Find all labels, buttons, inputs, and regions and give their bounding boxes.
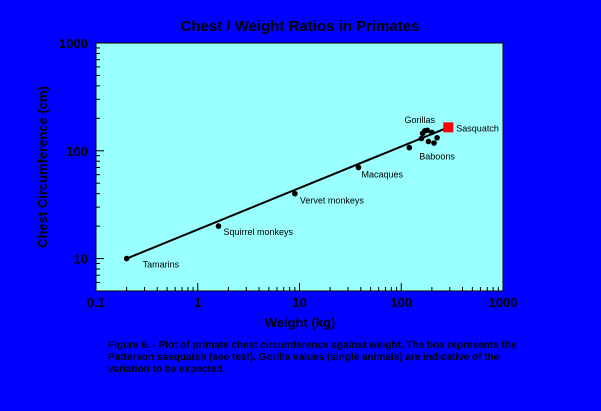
data-point [355,164,362,171]
data-point [434,134,440,141]
data-point [406,144,413,151]
data-points [123,122,454,262]
x-axis-ticks: 0.1 1 10 100 1000 [87,283,518,310]
plot-area [95,42,504,292]
point-label: Gorillas [404,115,435,125]
point-label: Sasquatch [456,123,499,133]
point-label: Vervet monkeys [300,196,365,206]
data-point [292,190,298,197]
x-tick-label: 1000 [489,295,518,310]
y-tick-label: 10 [74,252,88,267]
data-point [429,129,435,136]
chart-title: Chest / Weight Ratios in Primates [181,18,420,35]
data-point [418,135,425,142]
trendline [126,126,449,260]
data-point [123,255,130,262]
x-tick-label: 1 [194,295,201,310]
point-label: Baboons [419,152,455,162]
data-point [215,223,222,229]
point-label: Squirrel monkeys [224,227,294,237]
y-axis-label: Chest Circumference (cm) [35,86,50,248]
y-axis-ticks: 10 100 1000 [59,36,104,292]
sasquatch-marker [443,122,454,133]
figure-caption: Figure 6. - Plot of primate chest circum… [108,340,517,375]
x-tick-label: 100 [390,295,412,310]
y-tick-label: 100 [66,144,88,159]
data-point [425,138,432,145]
data-point [431,140,437,146]
y-tick-label: 1000 [59,36,88,51]
x-axis-label: Weight (kg) [265,315,336,330]
point-label: Tamarins [143,260,180,270]
x-tick-label: 10 [292,295,306,310]
data-point [424,127,431,134]
trendline-group [126,126,449,260]
x-tick-label: 0.1 [87,295,105,310]
point-label: Macaques [361,169,403,179]
point-labels: Tamarins Squirrel monkeys Vervet monkeys Ma… [143,115,499,270]
